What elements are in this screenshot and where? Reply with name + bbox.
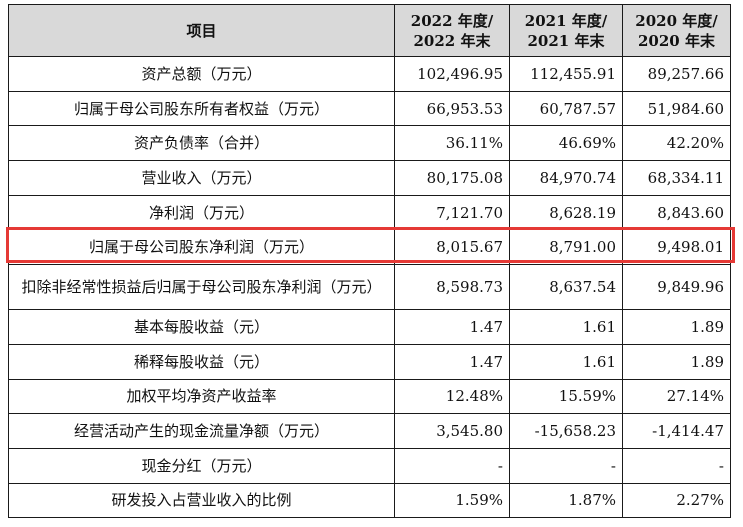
table-row-highlighted: 归属于母公司股东净利润（万元） 8,015.67 8,791.00 9,498.… <box>8 229 731 266</box>
table-row: 扣除非经常性损益后归属于母公司股东净利润（万元） 8,598.73 8,637.… <box>8 264 731 311</box>
table-row: 现金分红（万元） - - - <box>8 447 731 484</box>
table-body: 资产总额（万元） 102,496.95 112,455.91 89,257.66… <box>8 56 731 519</box>
value-2022: 1.59% <box>394 482 510 519</box>
row-item: 基本每股收益（元） <box>8 309 395 345</box>
row-item: 归属于母公司股东净利润（万元） <box>8 229 395 266</box>
row-item: 经营活动产生的现金流量净额（万元） <box>8 413 395 449</box>
value-2020: 89,257.66 <box>622 56 731 92</box>
value-2021: 112,455.91 <box>509 56 623 92</box>
row-item: 资产负债率（合并） <box>8 125 395 162</box>
value-2020: 8,843.60 <box>622 194 731 231</box>
value-2020: 9,498.01 <box>622 229 731 266</box>
value-2022: 1.47 <box>394 343 510 380</box>
value-2020: 68,334.11 <box>622 160 731 196</box>
value-2022: 80,175.08 <box>394 160 510 196</box>
header-2020-label: 2020 年度/ 2020 年末 <box>635 11 718 50</box>
table-row: 营业收入（万元） 80,175.08 84,970.74 68,334.11 <box>8 160 731 196</box>
value-2021: 8,628.19 <box>509 194 623 231</box>
value-2021: 8,791.00 <box>509 229 623 266</box>
table-row: 稀释每股收益（元） 1.47 1.61 1.89 <box>8 343 731 380</box>
value-2022: 8,015.67 <box>394 229 510 266</box>
value-2021: 1.61 <box>509 309 623 345</box>
table-row: 资产负债率（合并） 36.11% 46.69% 42.20% <box>8 125 731 162</box>
value-2021: 84,970.74 <box>509 160 623 196</box>
financial-table: 项目 2022 年度/ 2022 年末 2021 年度/ 2021 年末 202… <box>8 4 731 519</box>
table-row: 经营活动产生的现金流量净额（万元） 3,545.80 -15,658.23 -1… <box>8 413 731 449</box>
table-row: 资产总额（万元） 102,496.95 112,455.91 89,257.66 <box>8 56 731 92</box>
value-2020: 51,984.60 <box>622 90 731 127</box>
value-2022: 7,121.70 <box>394 194 510 231</box>
row-item: 加权平均净资产收益率 <box>8 378 395 415</box>
row-item: 归属于母公司股东所有者权益（万元） <box>8 90 395 127</box>
header-2021-label: 2021 年度/ 2021 年末 <box>524 11 608 50</box>
table-row: 研发投入占营业收入的比例 1.59% 1.87% 2.27% <box>8 482 731 519</box>
row-item: 研发投入占营业收入的比例 <box>8 482 395 519</box>
value-2021: 60,787.57 <box>509 90 623 127</box>
value-2021: 1.87% <box>509 482 623 519</box>
value-2021: 8,637.54 <box>509 264 623 311</box>
value-2022: 66,953.53 <box>394 90 510 127</box>
value-2021: - <box>509 447 623 484</box>
value-2021: 1.61 <box>509 343 623 380</box>
table-row: 净利润（万元） 7,121.70 8,628.19 8,843.60 <box>8 194 731 231</box>
value-2021: -15,658.23 <box>509 413 623 449</box>
table-row: 基本每股收益（元） 1.47 1.61 1.89 <box>8 309 731 345</box>
value-2020: 42.20% <box>622 125 731 162</box>
row-item: 营业收入（万元） <box>8 160 395 196</box>
header-2022: 2022 年度/ 2022 年末 <box>394 4 510 57</box>
value-2022: 3,545.80 <box>394 413 510 449</box>
row-item: 净利润（万元） <box>8 194 395 231</box>
table-header: 项目 2022 年度/ 2022 年末 2021 年度/ 2021 年末 202… <box>8 4 731 57</box>
row-item: 资产总额（万元） <box>8 56 395 92</box>
row-item: 扣除非经常性损益后归属于母公司股东净利润（万元） <box>8 264 395 311</box>
value-2022: 1.47 <box>394 309 510 345</box>
value-2020: 1.89 <box>622 309 731 345</box>
value-2021: 46.69% <box>509 125 623 162</box>
value-2020: -1,414.47 <box>622 413 731 449</box>
value-2020: - <box>622 447 731 484</box>
value-2021: 15.59% <box>509 378 623 415</box>
row-item: 稀释每股收益（元） <box>8 343 395 380</box>
value-2022: 36.11% <box>394 125 510 162</box>
header-item: 项目 <box>8 4 395 57</box>
table-row: 加权平均净资产收益率 12.48% 15.59% 27.14% <box>8 378 731 415</box>
value-2020: 27.14% <box>622 378 731 415</box>
row-item: 现金分红（万元） <box>8 447 395 484</box>
table-row: 归属于母公司股东所有者权益（万元） 66,953.53 60,787.57 51… <box>8 90 731 127</box>
value-2020: 9,849.96 <box>622 264 731 311</box>
value-2022: 12.48% <box>394 378 510 415</box>
value-2020: 2.27% <box>622 482 731 519</box>
value-2020: 1.89 <box>622 343 731 380</box>
value-2022: 102,496.95 <box>394 56 510 92</box>
header-2020: 2020 年度/ 2020 年末 <box>622 4 731 57</box>
header-2022-label: 2022 年度/ 2022 年末 <box>410 11 494 50</box>
value-2022: - <box>394 447 510 484</box>
value-2022: 8,598.73 <box>394 264 510 311</box>
header-2021: 2021 年度/ 2021 年末 <box>509 4 623 57</box>
